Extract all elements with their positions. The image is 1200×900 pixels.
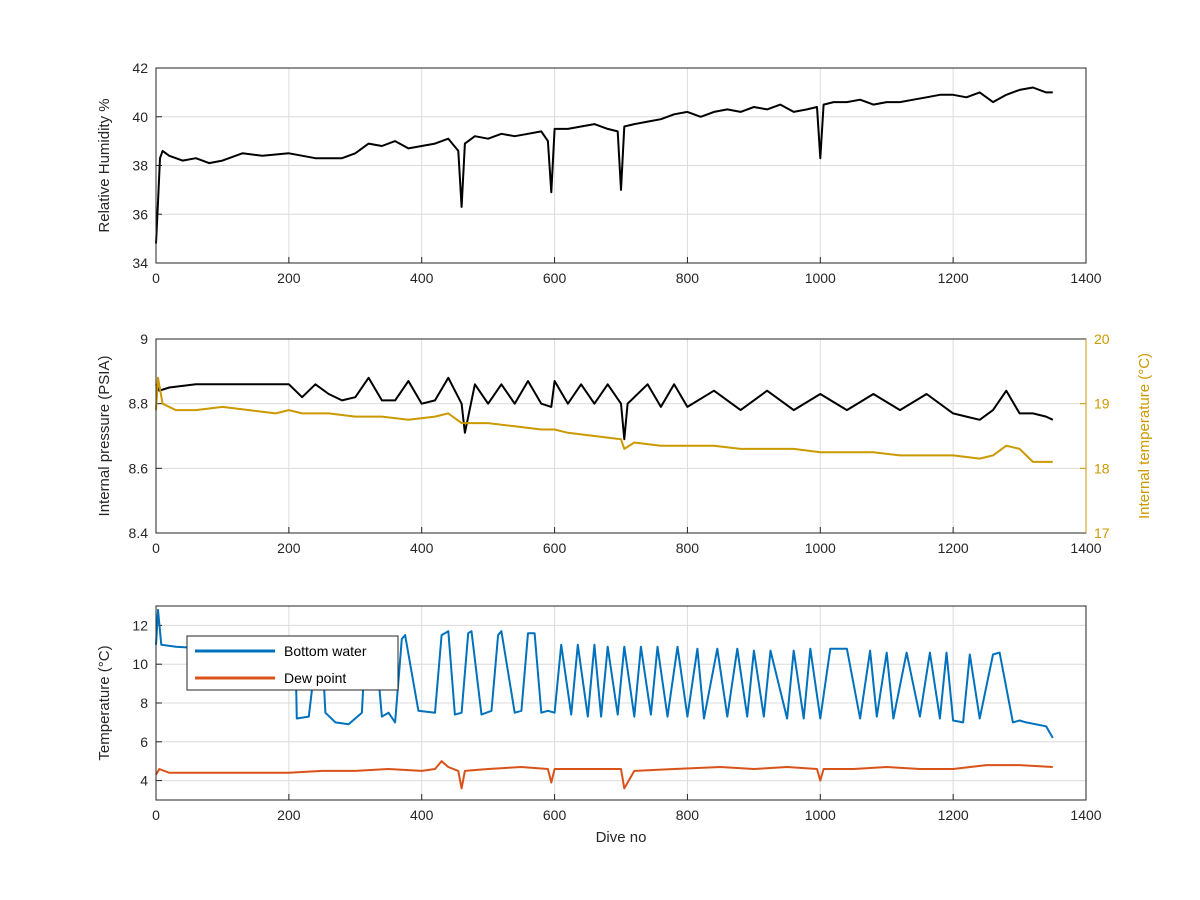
humidity-panel: 0 200 400 600 800 1000 1200 1400 34 36 38 40 42 Relat…: [96, 60, 1102, 286]
legend-entry: Dew point: [284, 670, 346, 686]
x-axis-label: Dive no: [596, 829, 647, 846]
series-line-bottom-water: [155, 608, 1054, 739]
y-tick-label: 8.6: [129, 460, 149, 476]
y-tick-label: 34: [132, 255, 148, 271]
y-right-tick-label: 19: [1094, 396, 1110, 412]
x-tick-label: 1400: [1070, 807, 1101, 823]
x-tick-label: 0: [152, 270, 160, 286]
series-line-0-0: [155, 86, 1053, 244]
x-tick-label: 1000: [805, 270, 836, 286]
y-tick-label: 40: [132, 109, 148, 125]
y-tick-label: 8: [140, 695, 148, 711]
x-tick-label: 1200: [938, 807, 969, 823]
y-tick-label: 42: [132, 60, 148, 76]
y-right-tick-label: 17: [1094, 525, 1110, 541]
y-tick-label: 12: [132, 617, 148, 633]
legend: Bottom water Dew point: [186, 635, 399, 691]
x-tick-label: 600: [543, 807, 567, 823]
legend-entry: Bottom water: [284, 643, 367, 659]
axes-frame: [155, 605, 1087, 801]
temperature-panel: 0 200 400 600 800 1000 1200 1400 4 6 8 10 12 Temperat…: [96, 605, 1102, 846]
x-tick-label: 1400: [1070, 270, 1101, 286]
y-right-tick-label: 18: [1094, 460, 1110, 476]
x-tick-label: 400: [410, 807, 434, 823]
x-tick-label: 0: [152, 540, 160, 556]
x-tick-label: 400: [410, 540, 434, 556]
x-tick-label: 1000: [805, 807, 836, 823]
y-tick-label: 36: [132, 206, 148, 222]
y-tick-label: 8.4: [129, 525, 149, 541]
x-tick-label: 600: [543, 270, 567, 286]
y-tick-label: 10: [132, 656, 148, 672]
legend-box: [186, 635, 399, 691]
y-axis-label: Internal pressure (PSIA): [96, 356, 113, 517]
x-tick-label: 0: [152, 807, 160, 823]
x-tick-label: 800: [676, 807, 700, 823]
y-tick-label: 6: [140, 734, 148, 750]
plot-area: [156, 339, 1086, 533]
series-line-dew-point: [155, 760, 1053, 790]
x-tick-label: 1000: [805, 540, 836, 556]
y-tick-label: 38: [132, 158, 148, 174]
y-axis-label: Relative Humidity %: [96, 98, 113, 232]
series-line-1-0: [155, 376, 1054, 441]
x-tick-label: 800: [676, 540, 700, 556]
y-tick-label: 9: [140, 331, 148, 347]
y-tick-label: 4: [140, 773, 148, 789]
x-tick-label: 200: [277, 807, 301, 823]
x-tick-label: 1400: [1070, 540, 1101, 556]
x-tick-label: 200: [277, 540, 301, 556]
series-line-1-1: [155, 376, 1053, 463]
x-tick-label: 1200: [938, 270, 969, 286]
x-tick-label: 400: [410, 270, 434, 286]
x-tick-label: 800: [676, 270, 700, 286]
y-tick-label: 8.8: [129, 396, 149, 412]
pressure-temperature-panel: 0 200 400 600 800 1000 1200 1400 8.4 8.6 8.8 9 17 18 1…: [96, 331, 1153, 556]
x-tick-label: 600: [543, 540, 567, 556]
x-tick-label: 200: [277, 270, 301, 286]
y-axis-label: Temperature (°C): [96, 645, 113, 760]
x-tick-label: 1200: [938, 540, 969, 556]
y-right-tick-label: 20: [1094, 331, 1110, 347]
y-right-axis-label: Internal temperature (°C): [1136, 353, 1153, 519]
axes-frame: [155, 67, 1087, 264]
